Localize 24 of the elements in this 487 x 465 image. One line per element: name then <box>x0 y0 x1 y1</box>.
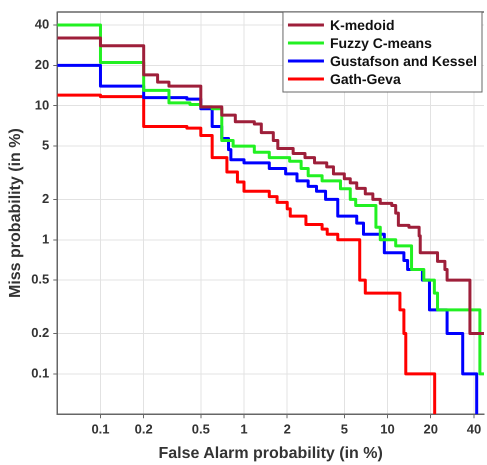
legend-label: Gath-Geva <box>330 70 401 87</box>
y-tick-label: 0.2 <box>31 325 50 340</box>
y-tick-label: 5 <box>42 138 50 153</box>
y-tick-label: 40 <box>34 16 50 32</box>
x-tick-label: 2 <box>284 422 291 437</box>
y-tick-label: 1 <box>42 231 50 246</box>
x-tick-label: 20 <box>424 422 438 437</box>
legend-label: Gustafson and Kessel <box>330 52 478 69</box>
y-tick-label: 0.1 <box>31 365 50 380</box>
y-axis-title: Miss probability (in %) <box>7 128 24 298</box>
legend-label: K-medoid <box>330 16 395 33</box>
legend-label: Fuzzy C-means <box>330 34 432 51</box>
y-tick-label: 10 <box>34 97 50 112</box>
x-tick-label: 0.2 <box>134 422 153 437</box>
x-tick-label: 5 <box>340 422 348 437</box>
x-axis-title: False Alarm probability (in %) <box>158 444 383 462</box>
y-tick-label: 20 <box>34 56 50 72</box>
x-tick-label: 1 <box>240 422 248 437</box>
x-tick-label: 0.5 <box>192 422 210 437</box>
x-tick-label: 0.1 <box>91 422 110 437</box>
y-tick-label: 2 <box>42 190 50 206</box>
x-tick-label: 40 <box>466 422 482 437</box>
x-tick-label: 10 <box>380 422 395 437</box>
y-tick-label: 0.5 <box>31 272 50 287</box>
